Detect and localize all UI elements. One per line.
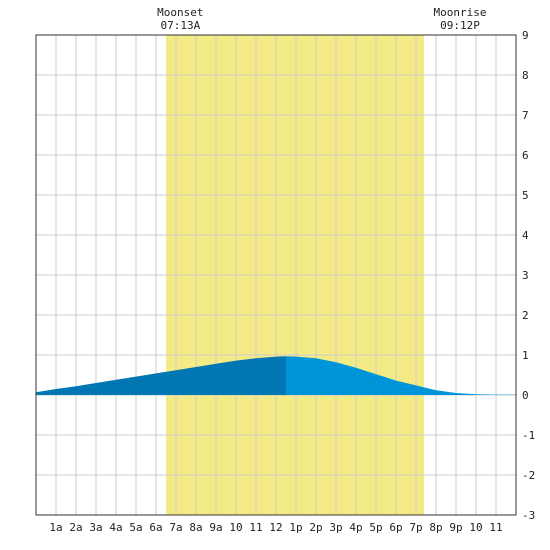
annotation-time: 07:13A — [160, 19, 200, 32]
y-tick-label: 0 — [522, 389, 529, 402]
tide-area-layer — [36, 356, 516, 395]
y-tick-label: 9 — [522, 29, 529, 42]
y-tick-label: -1 — [522, 429, 535, 442]
x-tick-label: 3a — [89, 521, 102, 534]
y-tick-label: 3 — [522, 269, 529, 282]
x-tick-label: 9a — [209, 521, 222, 534]
annotation-label: Moonrise — [434, 6, 487, 19]
x-tick-label: 7a — [169, 521, 182, 534]
x-tick-label: 9p — [449, 521, 462, 534]
x-tick-label: 5a — [129, 521, 142, 534]
x-tick-label: 4a — [109, 521, 122, 534]
x-tick-label: 6a — [149, 521, 162, 534]
y-tick-label: -3 — [522, 509, 535, 522]
y-tick-label: 6 — [522, 149, 529, 162]
x-tick-label: 10 — [229, 521, 242, 534]
y-tick-label: 7 — [522, 109, 529, 122]
x-tick-label: 2p — [309, 521, 322, 534]
x-tick-label: 1a — [49, 521, 62, 534]
y-tick-label: -2 — [522, 469, 535, 482]
y-tick-label: 8 — [522, 69, 529, 82]
y-tick-label: 2 — [522, 309, 529, 322]
tide-area-rising — [36, 356, 286, 395]
y-tick-label: 4 — [522, 229, 529, 242]
plot-frame — [35, 34, 517, 516]
x-tick-label: 11 — [489, 521, 502, 534]
tide-area-falling — [286, 356, 516, 395]
x-tick-label: 7p — [409, 521, 422, 534]
grid-layer — [36, 35, 516, 515]
x-tick-label: 6p — [389, 521, 402, 534]
x-tick-label: 8a — [189, 521, 202, 534]
x-tick-label: 2a — [69, 521, 82, 534]
x-tick-label: 5p — [369, 521, 382, 534]
annotation-time: 09:12P — [440, 19, 480, 32]
x-tick-label: 11 — [249, 521, 262, 534]
x-tick-labels: 1a 2a 3a 4a 5a 6a 7a 8a 9a 10 11 12 1p 2p 3p 4p 5p 6p 7p 8p… — [49, 521, 502, 534]
x-tick-label: 3p — [329, 521, 342, 534]
x-tick-label: 8p — [429, 521, 442, 534]
x-tick-label: 4p — [349, 521, 362, 534]
annotation-label: Moonset — [157, 6, 203, 19]
x-tick-label: 1p — [289, 521, 302, 534]
y-tick-label: 1 — [522, 349, 529, 362]
y-tick-label: 5 — [522, 189, 529, 202]
x-tick-label: 12 — [269, 521, 282, 534]
x-tick-label: 10 — [469, 521, 482, 534]
y-tick-labels: -3 -2 -1 0 1 2 3 4 5 6 7 8 9 — [522, 29, 535, 522]
